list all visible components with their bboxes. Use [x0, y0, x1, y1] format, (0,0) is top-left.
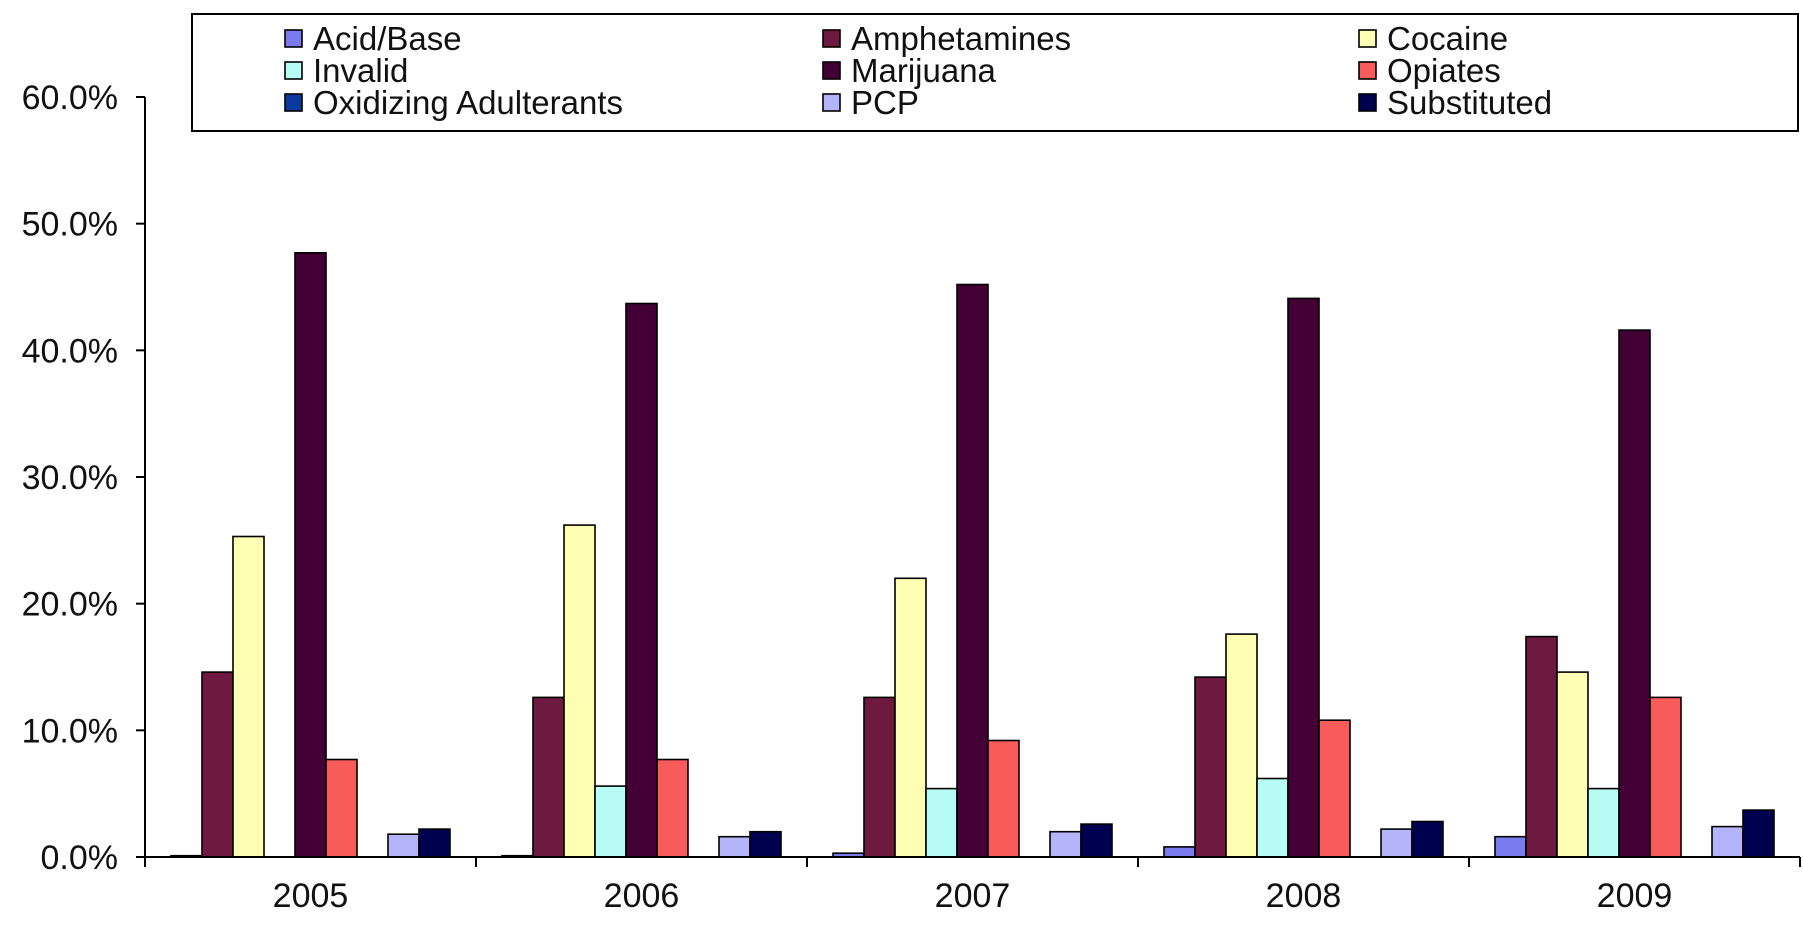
y-tick-label: 60.0% — [22, 79, 118, 117]
bar-acid-base-2008 — [1163, 846, 1196, 858]
legend-label: Marijuana — [851, 52, 997, 89]
y-tick-label: 50.0% — [22, 206, 118, 244]
bar-cocaine-2007 — [894, 577, 927, 858]
legend-swatch — [1358, 29, 1377, 48]
x-tick-label: 2007 — [935, 877, 1011, 915]
legend-box — [191, 13, 1799, 132]
bar-substituted-2007 — [1080, 823, 1113, 858]
y-tick-label: 30.0% — [22, 459, 118, 497]
bar-opiates-2006 — [656, 758, 689, 858]
legend-label: PCP — [851, 84, 919, 121]
y-tick-label: 40.0% — [22, 332, 118, 370]
bar-marijuana-2008 — [1287, 297, 1320, 858]
legend-swatch — [822, 29, 841, 48]
bar-invalid-2009 — [1587, 787, 1620, 858]
bar-amphetamines-2007 — [863, 696, 896, 858]
bar-pcp-2005 — [387, 833, 420, 858]
legend-label: Amphetamines — [851, 20, 1071, 57]
bar-marijuana-2005 — [294, 252, 327, 858]
y-tick-label: 10.0% — [22, 712, 118, 750]
bar-invalid-2007 — [925, 787, 958, 858]
legend-swatch — [284, 29, 303, 48]
bar-marijuana-2009 — [1618, 329, 1651, 858]
bar-cocaine-2006 — [563, 524, 596, 858]
legend-swatch — [284, 93, 303, 112]
axes-layer: 0.0% 10.0% 20.0% 30.0% 40.0% 50.0% 60.0% 2005 20… — [22, 79, 1801, 915]
legend-label: Substituted — [1387, 84, 1552, 121]
bar-acid-base-2009 — [1494, 835, 1527, 858]
bar-marijuana-2006 — [625, 302, 658, 858]
bars-layer — [170, 252, 1775, 858]
bar-cocaine-2005 — [232, 535, 265, 858]
legend-label: Opiates — [1387, 52, 1501, 89]
legend-swatch — [822, 93, 841, 112]
bar-pcp-2009 — [1711, 825, 1744, 858]
bar-substituted-2009 — [1742, 809, 1775, 858]
y-tick-label: 0.0% — [41, 839, 119, 877]
bar-substituted-2006 — [749, 830, 782, 858]
bar-pcp-2008 — [1380, 828, 1413, 858]
bar-amphetamines-2006 — [532, 696, 565, 858]
bar-substituted-2005 — [418, 828, 451, 858]
legend: Acid/Base Amphetamines Cocaine Invalid Marij… — [191, 13, 1799, 132]
bar-amphetamines-2005 — [201, 671, 234, 858]
bar-amphetamines-2009 — [1525, 635, 1558, 858]
legend-swatch — [284, 61, 303, 80]
bar-invalid-2008 — [1256, 777, 1289, 858]
bar-opiates-2008 — [1318, 719, 1351, 858]
bar-marijuana-2007 — [956, 283, 989, 858]
x-tick-label: 2005 — [273, 877, 349, 915]
bar-pcp-2006 — [718, 835, 751, 858]
bar-cocaine-2008 — [1225, 633, 1258, 858]
legend-label: Invalid — [313, 52, 408, 89]
x-tick-label: 2008 — [1266, 877, 1342, 915]
legend-swatch — [822, 61, 841, 80]
legend-swatch — [1358, 61, 1377, 80]
bar-amphetamines-2008 — [1194, 676, 1227, 858]
bar-pcp-2007 — [1049, 830, 1082, 858]
bar-invalid-2006 — [594, 785, 627, 858]
x-tick-label: 2009 — [1597, 877, 1673, 915]
bar-opiates-2009 — [1649, 696, 1682, 858]
bar-substituted-2008 — [1411, 820, 1444, 858]
legend-label: Oxidizing Adulterants — [313, 84, 623, 121]
legend-label: Acid/Base — [313, 20, 462, 57]
bar-opiates-2005 — [325, 758, 358, 858]
x-tick-label: 2006 — [604, 877, 680, 915]
legend-swatch — [1358, 93, 1377, 112]
y-tick-label: 20.0% — [22, 586, 118, 624]
bar-opiates-2007 — [987, 739, 1020, 858]
bar-cocaine-2009 — [1556, 671, 1589, 858]
legend-label: Cocaine — [1387, 20, 1508, 57]
